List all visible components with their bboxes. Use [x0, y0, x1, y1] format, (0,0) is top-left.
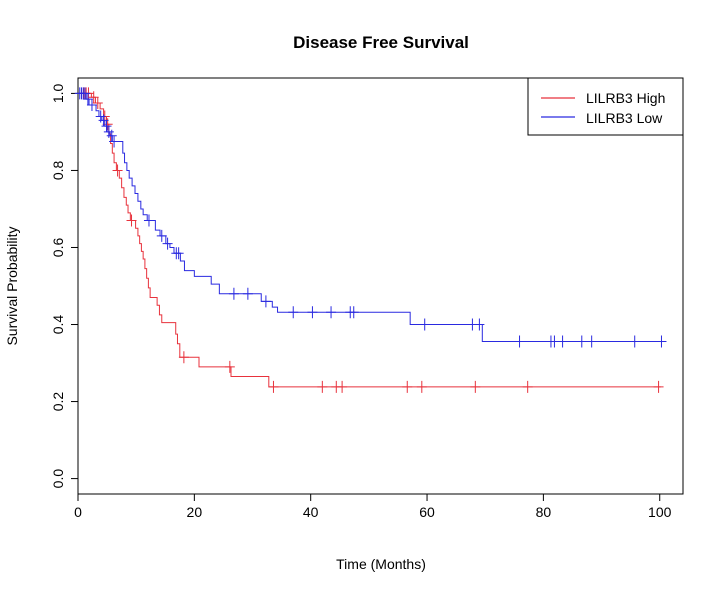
x-tick-label: 100: [648, 504, 672, 520]
censor-mark-high: [416, 380, 427, 393]
x-tick-label: 0: [74, 504, 82, 520]
y-tick-label: 0.4: [50, 315, 66, 335]
censor-mark-low: [162, 237, 173, 250]
y-tick-label: 1.0: [50, 83, 66, 103]
legend-label-high: LILRB3 High: [586, 90, 665, 106]
censor-mark-high: [337, 380, 348, 393]
y-axis-label: Survival Probability: [4, 226, 20, 345]
axes: 0 20 40 60 80 100 0.0 0.2 0.4 0.6 0.8 1.0: [50, 77, 684, 520]
censor-mark-low: [260, 295, 271, 308]
legend-label-low: LILRB3 Low: [586, 110, 663, 126]
censor-mark-high: [92, 97, 103, 110]
censor-mark-low: [288, 306, 299, 319]
censor-mark-low: [514, 335, 525, 348]
chart-title: Disease Free Survival: [293, 33, 469, 52]
censor-mark-high: [224, 360, 235, 373]
legend: LILRB3 High LILRB3 Low: [527, 77, 684, 136]
x-tick-label: 80: [536, 504, 552, 520]
censor-mark-low: [242, 287, 253, 300]
censor-mark-low: [156, 229, 167, 242]
legend-box: [527, 77, 684, 136]
censor-mark-low: [106, 129, 117, 142]
censor-mark-low: [656, 335, 667, 348]
censor-mark-low: [173, 247, 184, 260]
plot-area: [74, 87, 667, 393]
censor-mark-low: [474, 318, 485, 331]
y-tick-label: 0.2: [50, 392, 66, 412]
censor-mark-low: [82, 93, 93, 106]
censor-mark-low: [109, 135, 120, 148]
x-axis-label: Time (Months): [336, 556, 426, 572]
censor-mark-high: [112, 164, 123, 177]
censor-mark-low: [307, 306, 318, 319]
x-tick-label: 40: [303, 504, 319, 520]
censor-mark-low: [143, 214, 154, 227]
survival-curve-low: [78, 92, 665, 342]
censor-mark-low: [86, 98, 97, 111]
censor-mark-low: [101, 120, 112, 133]
censor-mark-high: [178, 351, 189, 364]
x-tick-label: 60: [419, 504, 435, 520]
censor-mark-high: [402, 380, 413, 393]
censor-mark-low: [557, 335, 568, 348]
censor-mark-high: [522, 380, 533, 393]
plot-frame: [77, 77, 684, 495]
censor-mark-low: [326, 306, 337, 319]
y-tick-label: 0.6: [50, 238, 66, 258]
censor-mark-low: [629, 335, 640, 348]
y-tick-label: 0.0: [50, 469, 66, 489]
censor-mark-high: [88, 91, 99, 104]
censor-mark-low: [348, 306, 359, 319]
y-tick-label: 0.8: [50, 161, 66, 181]
censor-mark-high: [268, 380, 279, 393]
x-tick-label: 20: [187, 504, 203, 520]
censor-mark-low: [586, 335, 597, 348]
censor-mark-low: [576, 335, 587, 348]
censor-mark-high: [126, 214, 137, 227]
censor-mark-low: [228, 287, 239, 300]
censor-mark-high: [317, 380, 328, 393]
censor-mark-high: [470, 380, 481, 393]
censor-mark-high: [653, 380, 664, 393]
censor-mark-low: [419, 318, 430, 331]
